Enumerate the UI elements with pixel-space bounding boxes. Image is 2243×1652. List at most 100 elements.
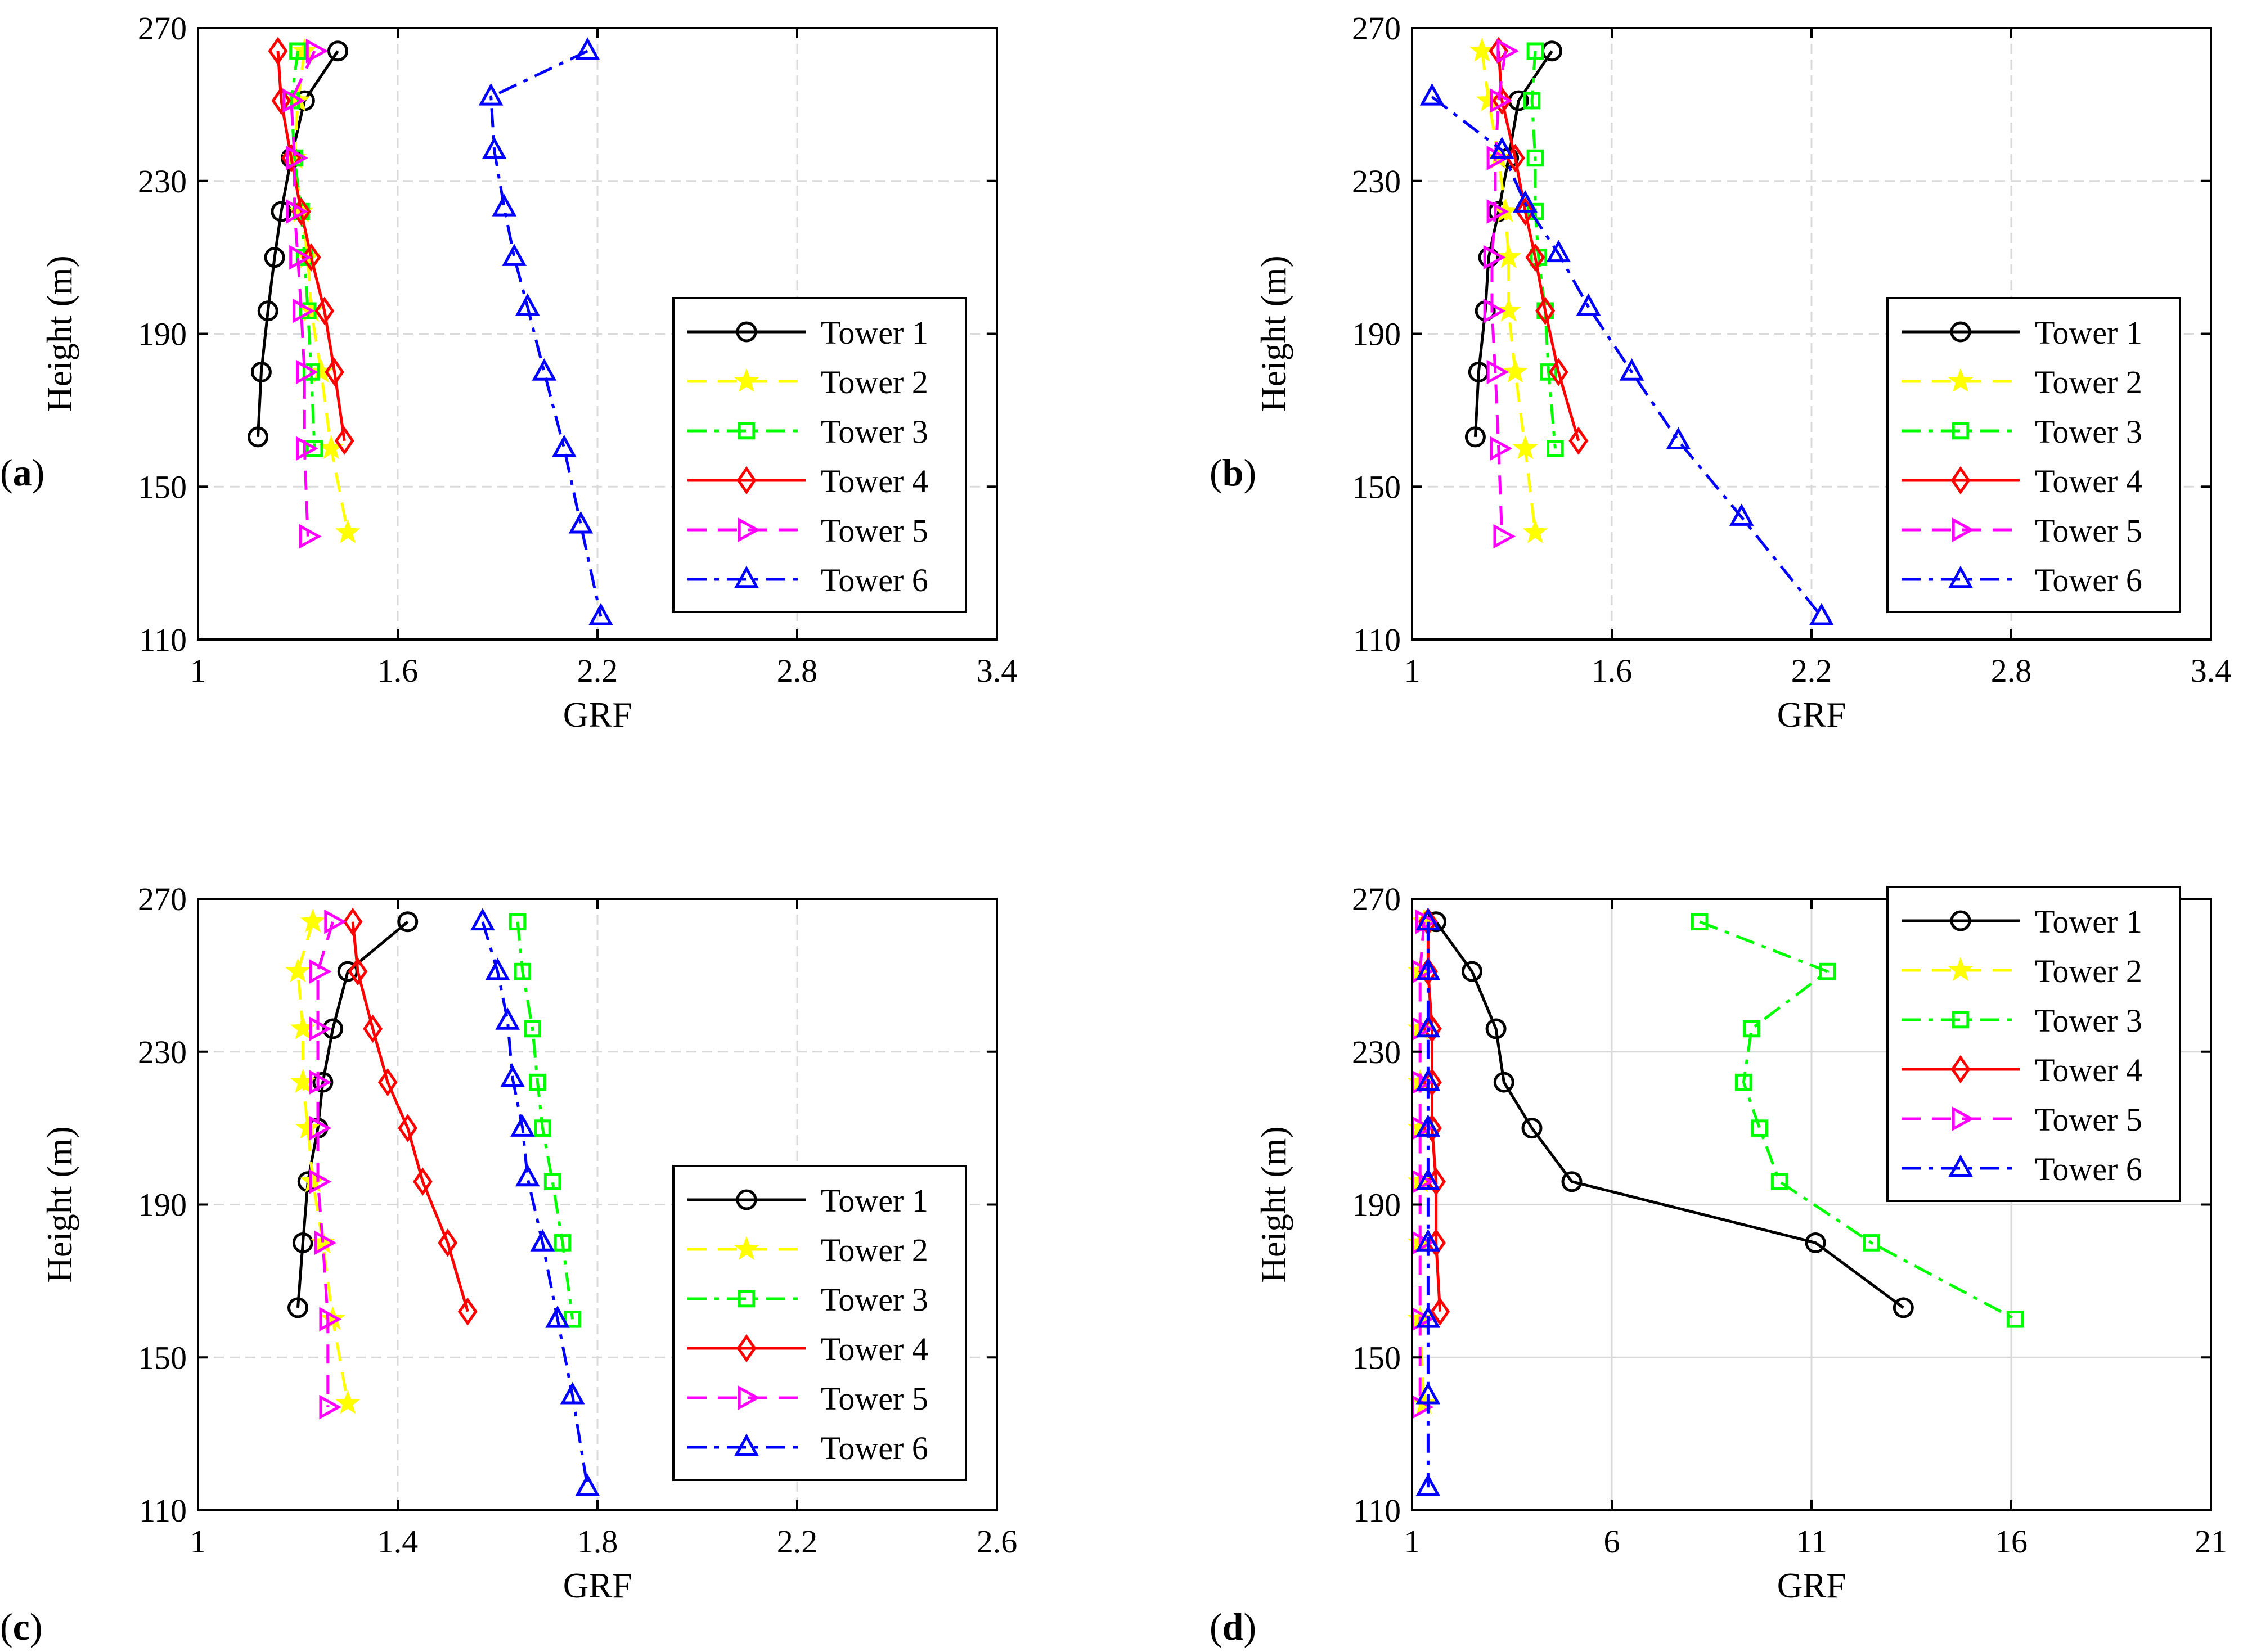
legend-marker: [1950, 1055, 1971, 1084]
y-tick-label: 230: [1352, 163, 1401, 200]
legend-marker: [734, 368, 759, 392]
legend-label: Tower 6: [821, 1430, 928, 1466]
series-tower-5: [1483, 38, 1520, 549]
legend-marker: [1948, 368, 1974, 392]
legend-label: Tower 2: [2035, 364, 2142, 400]
series-tower-6: [478, 37, 613, 625]
data-point-marker: [287, 1297, 308, 1318]
legend-marker: [1952, 1106, 1975, 1131]
x-tick-label: 6: [1604, 1523, 1620, 1560]
data-point-marker: [1493, 524, 1516, 549]
x-tick-label: 3.4: [977, 652, 1018, 689]
data-point-marker: [343, 907, 363, 936]
data-point-marker: [289, 42, 307, 60]
y-tick-label: 190: [138, 316, 187, 353]
x-tick-label: 11: [1796, 1523, 1827, 1560]
data-point-marker: [534, 1119, 551, 1137]
data-point-marker: [485, 957, 510, 980]
legend-marker: [1952, 422, 1970, 440]
y-tick-label: 110: [1353, 1492, 1401, 1529]
data-point-marker: [552, 434, 577, 457]
data-point-marker: [532, 358, 557, 381]
data-point-marker: [1561, 1171, 1583, 1192]
legend-label: Tower 3: [2035, 1002, 2142, 1039]
series-line: [481, 921, 589, 1488]
legend-entry: Tower 4: [687, 1331, 928, 1367]
x-tick-label: 2.2: [1791, 652, 1832, 689]
data-point-marker: [377, 1068, 398, 1097]
data-point-marker: [1485, 1018, 1507, 1039]
data-point-marker: [295, 1115, 321, 1139]
data-point-marker: [1464, 426, 1486, 448]
data-point-marker: [335, 519, 361, 543]
data-point-marker: [1489, 137, 1514, 159]
y-tick-label: 110: [1353, 622, 1401, 658]
x-tick-label: 2.6: [977, 1523, 1018, 1560]
legend-label: Tower 5: [2035, 512, 2142, 549]
series-line: [1699, 920, 2016, 1321]
data-point-marker: [1619, 358, 1644, 381]
data-point-marker: [1805, 1232, 1826, 1253]
y-tick-label: 270: [1352, 881, 1401, 917]
data-point-marker: [1522, 519, 1548, 543]
data-point-marker: [1415, 1015, 1441, 1038]
legend-marker: [1950, 321, 1971, 343]
data-point-marker: [264, 247, 285, 268]
data-point-marker: [1486, 359, 1509, 385]
data-point-marker: [1729, 503, 1754, 526]
series-line: [290, 50, 316, 537]
data-point-marker: [286, 199, 308, 224]
data-point-marker: [398, 1114, 418, 1142]
y-axis-label: Height (m): [1254, 255, 1293, 412]
chart-panel-b: 1 1.6 2.2 2.8 3.4 110 150 190 230 270 GRF Height (m…: [1210, 10, 2231, 735]
data-point-marker: [1523, 92, 1541, 110]
y-tick-label: 110: [139, 1492, 187, 1529]
data-point-marker: [292, 1232, 313, 1253]
legend-entry: Tower 6: [1902, 562, 2142, 598]
legend-entry: Tower 3: [687, 413, 928, 450]
x-axis-label: GRF: [1777, 695, 1846, 735]
data-point-marker: [1486, 146, 1509, 170]
data-point-marker: [2006, 1311, 2024, 1328]
legend-label: Tower 2: [821, 364, 928, 400]
x-axis-label: GRF: [563, 1566, 632, 1605]
data-point-marker: [325, 358, 345, 386]
data-point-marker: [1770, 1173, 1788, 1191]
series-tower-5: [282, 38, 329, 549]
x-tick-label: 2.8: [1991, 652, 2032, 689]
series-tower-6: [1415, 908, 1441, 1496]
series-line: [296, 921, 349, 1404]
legend-marker: [1948, 957, 1974, 981]
panel-label: (b): [1210, 451, 1256, 494]
x-tick-label: 1: [190, 652, 206, 689]
data-point-marker: [302, 363, 320, 381]
data-point-marker: [296, 359, 318, 385]
x-tick-label: 1: [1404, 652, 1421, 689]
legend-label: Tower 4: [2035, 463, 2142, 499]
panel-label: (d): [1210, 1605, 1256, 1648]
legend-marker: [736, 466, 757, 495]
legend-entry: Tower 6: [1902, 1151, 2142, 1187]
data-point-marker: [492, 193, 517, 217]
data-point-marker: [1546, 240, 1571, 263]
data-point-marker: [560, 1381, 585, 1405]
data-point-marker: [397, 911, 419, 933]
data-point-marker: [1496, 298, 1521, 322]
data-point-marker: [564, 1311, 581, 1328]
series-line: [316, 921, 334, 1407]
legend-marker: [1952, 1011, 1970, 1029]
data-point-marker: [250, 361, 272, 382]
legend-label: Tower 2: [2035, 953, 2142, 989]
panel-label: (c): [0, 1605, 43, 1648]
data-point-marker: [334, 426, 354, 455]
data-point-marker: [1469, 38, 1495, 62]
data-point-marker: [1415, 957, 1441, 980]
data-point-marker: [322, 1018, 344, 1039]
data-point-marker: [1863, 1234, 1880, 1252]
data-point-marker: [335, 1390, 361, 1414]
data-point-marker: [529, 1073, 546, 1091]
data-point-marker: [510, 1114, 535, 1137]
data-point-marker: [305, 38, 329, 64]
data-point-marker: [327, 40, 348, 62]
